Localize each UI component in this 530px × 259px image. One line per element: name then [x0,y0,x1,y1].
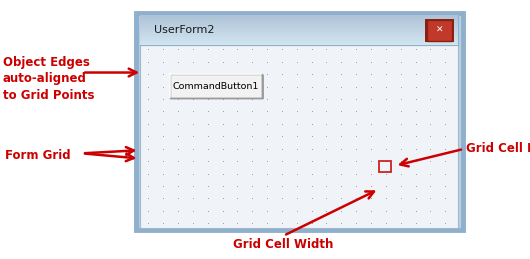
Bar [140,29,458,31]
Bar [140,37,458,39]
Bar [140,45,458,228]
Bar [140,23,458,25]
Bar [140,31,458,33]
Bar [140,35,458,37]
Text: ✕: ✕ [436,26,443,35]
Bar [140,17,458,19]
Bar [425,19,454,42]
Bar [140,25,458,27]
Bar [140,27,458,30]
Bar [140,21,458,24]
Bar [140,39,458,41]
Bar [140,33,458,35]
Text: UserForm2: UserForm2 [154,25,214,35]
Text: Grid Cell Width: Grid Cell Width [233,238,334,251]
Bar [427,20,452,41]
FancyBboxPatch shape [136,13,463,230]
Text: to Grid Points: to Grid Points [3,89,94,102]
Bar [379,161,391,172]
Text: Grid Cell Height: Grid Cell Height [466,142,530,155]
Bar [140,43,458,45]
Bar [140,16,458,45]
Bar [140,15,458,18]
Text: Form Grid: Form Grid [5,149,71,162]
Text: auto-aligned: auto-aligned [3,73,86,85]
Bar [140,19,458,21]
Bar [171,75,264,99]
Bar [140,41,458,43]
Text: CommandButton1: CommandButton1 [173,82,259,91]
Bar [170,74,262,98]
Text: Object Edges: Object Edges [3,56,90,69]
